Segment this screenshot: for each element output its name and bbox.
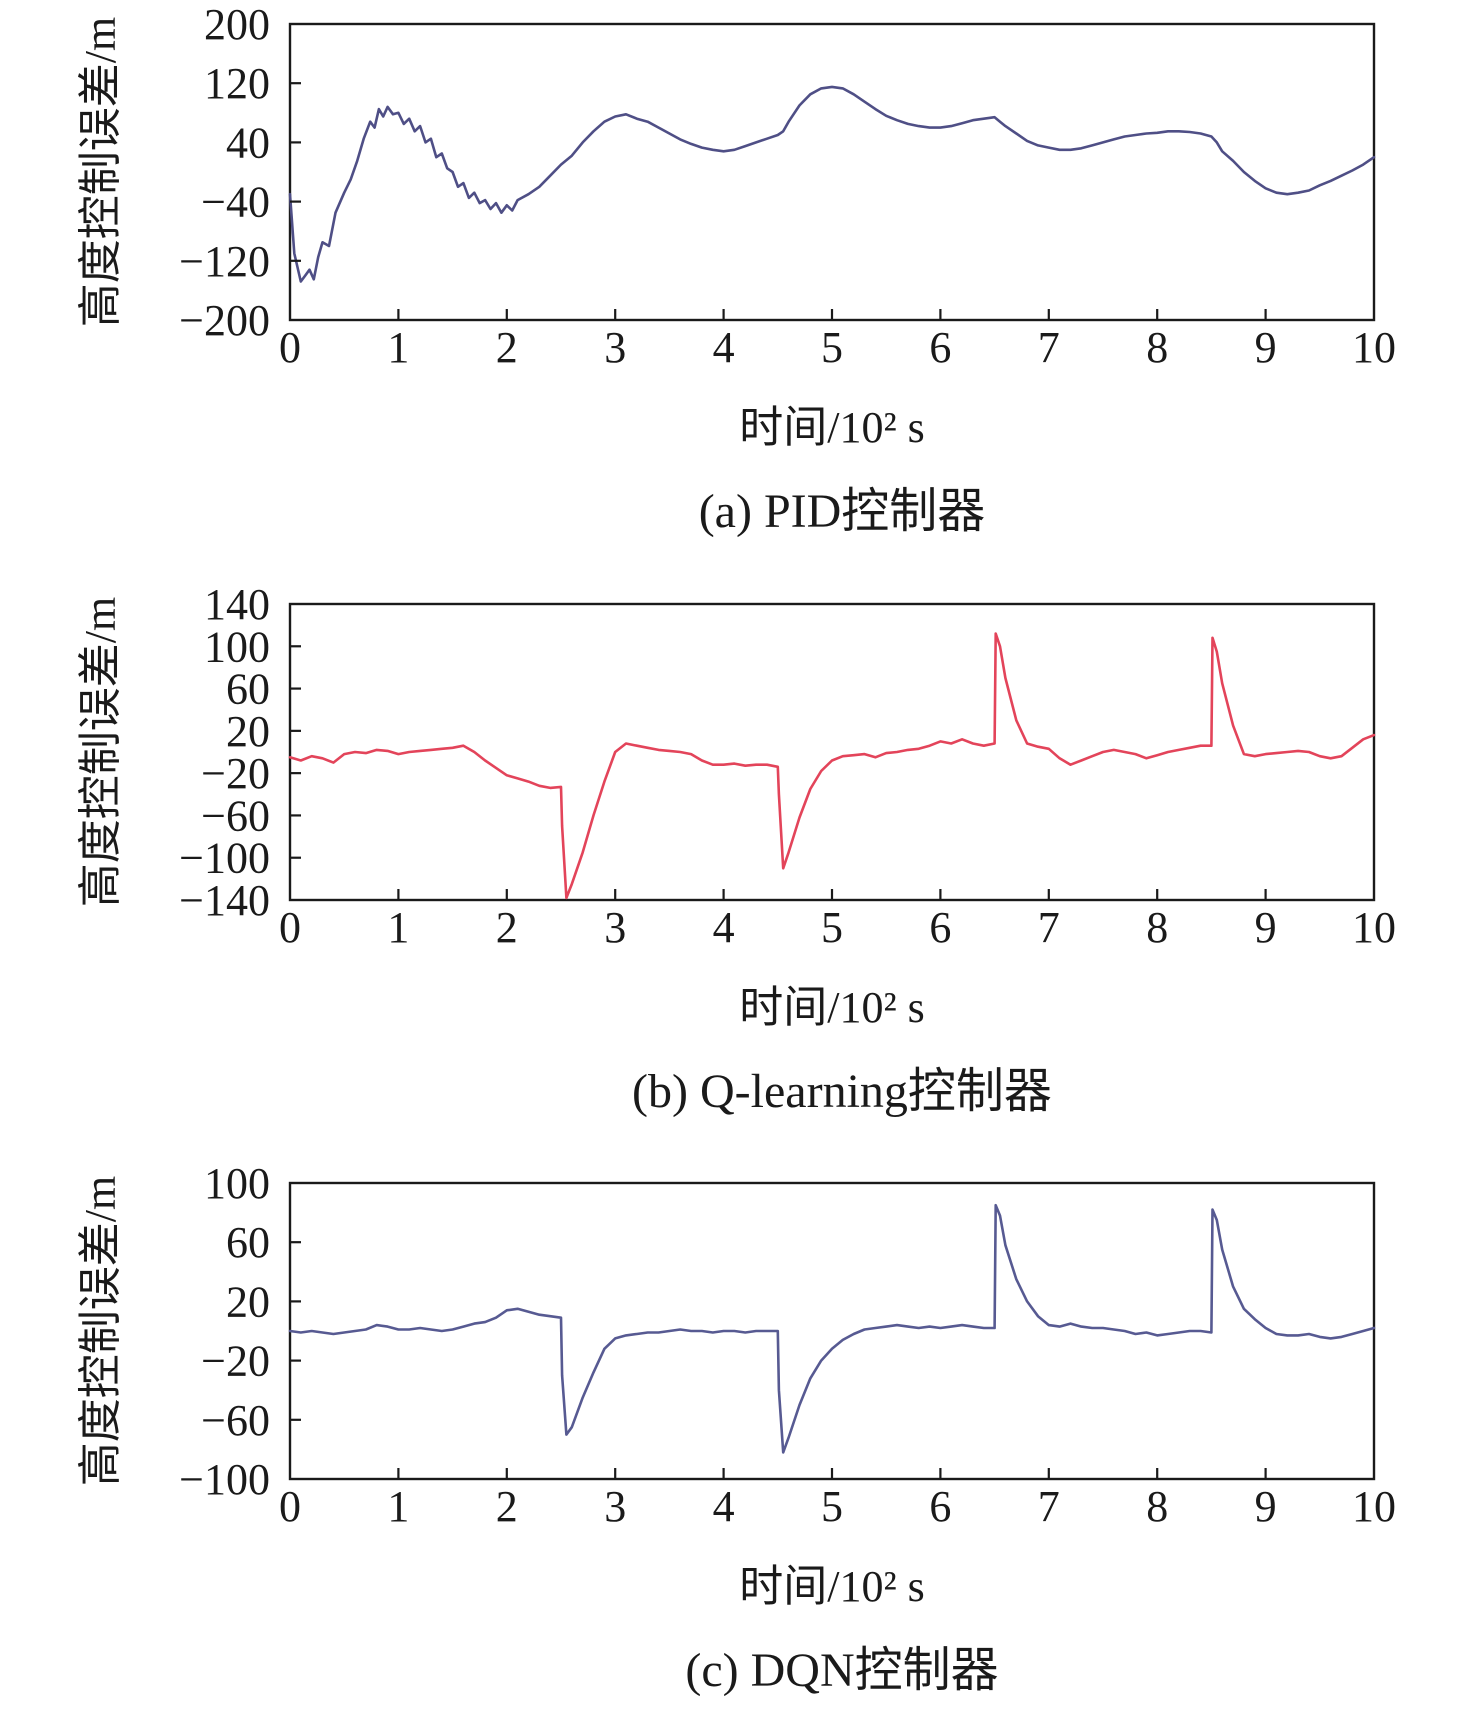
y-tick-label: 100 [204,1159,270,1208]
x-tick-label: 3 [604,1482,626,1531]
x-tick-label: 8 [1146,903,1168,952]
x-tick-label: 7 [1038,903,1060,952]
chart-caption: (c) DQN控制器 [685,1644,998,1697]
y-tick-label: −20 [201,1337,270,1386]
x-axis-title: 时间/10² s [739,983,925,1032]
x-tick-label: 9 [1255,1482,1277,1531]
x-tick-label: 8 [1146,323,1168,372]
x-axis-title: 时间/10² s [739,403,925,452]
x-tick-label: 5 [821,903,843,952]
x-tick-label: 6 [929,1482,951,1531]
x-tick-label: 7 [1038,323,1060,372]
y-tick-label: 40 [226,118,270,167]
chart-panel: 0 1 2 3 4 5 6 7 8 9 10 100 60 20 −20 −60 −100 时间/10² s 高度控… [76,1159,1396,1697]
y-axis-title: 高度控制误差/m [76,1176,125,1486]
x-tick-label: 4 [713,903,735,952]
x-tick-label: 4 [713,323,735,372]
x-tick-label: 6 [929,323,951,372]
y-tick-label: 100 [204,622,270,671]
x-tick-label: 1 [387,1482,409,1531]
x-tick-label: 0 [279,903,301,952]
x-tick-label: 1 [387,323,409,372]
y-tick-label: 20 [226,1277,270,1326]
x-tick-label: 6 [929,903,951,952]
x-tick-label: 10 [1352,903,1396,952]
x-tick-label: 7 [1038,1482,1060,1531]
chart-caption: (a) PID控制器 [699,485,986,538]
x-tick-label: 3 [604,903,626,952]
x-tick-label: 0 [279,1482,301,1531]
x-tick-label: 9 [1255,323,1277,372]
y-tick-label: −40 [201,178,270,227]
y-tick-label: −120 [179,237,270,286]
y-tick-label: 140 [204,580,270,629]
x-tick-label: 5 [821,323,843,372]
y-tick-label: −20 [201,749,270,798]
series-line [288,632,1376,900]
y-tick-label: 60 [226,1218,270,1267]
y-tick-label: 200 [204,0,270,49]
y-tick-label: −100 [179,834,270,883]
x-tick-label: 10 [1352,323,1396,372]
x-tick-label: 8 [1146,1482,1168,1531]
x-tick-label: 10 [1352,1482,1396,1531]
y-axis-title: 高度控制误差/m [76,17,125,327]
chart-panel: 0 1 2 3 4 5 6 7 8 9 10 200 120 40 −40 −120 −200 时间/10² s 高… [76,0,1396,538]
x-tick-label: 2 [496,323,518,372]
y-tick-label: −140 [179,876,270,925]
x-tick-label: 5 [821,1482,843,1531]
x-tick-label: 3 [604,323,626,372]
y-tick-label: −60 [201,1396,270,1445]
y-tick-label: 60 [226,665,270,714]
y-tick-label: 120 [204,59,270,108]
y-tick-label: −200 [179,296,270,345]
x-axis-title: 时间/10² s [739,1562,925,1611]
series-line [288,85,1376,283]
x-tick-label: 0 [279,323,301,372]
x-tick-label: 2 [496,1482,518,1531]
y-tick-label: 20 [226,707,270,756]
x-tick-label: 4 [713,1482,735,1531]
chart-caption: (b) Q-learning控制器 [632,1065,1052,1118]
x-tick-label: 1 [387,903,409,952]
y-tick-label: −100 [179,1455,270,1504]
y-tick-label: −60 [201,791,270,840]
x-tick-label: 9 [1255,903,1277,952]
y-axis-title: 高度控制误差/m [76,597,125,907]
x-tick-label: 2 [496,903,518,952]
series-line [288,1203,1376,1454]
